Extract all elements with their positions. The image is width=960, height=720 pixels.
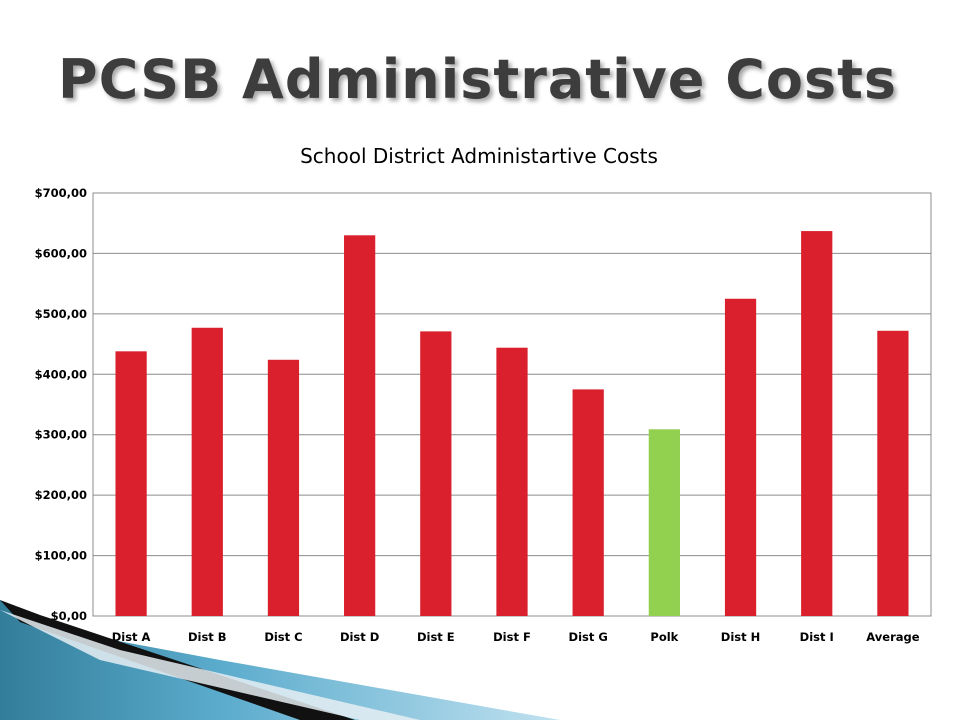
bar-dist-f [496,347,528,616]
chart-title: School District Administartive Costs [300,144,658,168]
x-category-label: Average [866,630,919,644]
y-tick-label: $400,00 [35,367,87,381]
slide-title: PCSB Administrative Costs [58,48,898,111]
bar-dist-i [801,231,833,616]
x-category-label: Dist D [340,630,379,644]
y-tick-label: $300,00 [35,428,87,442]
y-tick-label: $600,00 [35,246,87,260]
x-category-label: Dist A [112,630,151,644]
bar-dist-h [724,298,757,616]
y-tick-label: $500,00 [35,307,87,321]
x-category-label: Dist G [569,630,608,644]
y-tick-label: $100,00 [35,549,87,563]
x-category-label: Dist H [721,630,760,644]
x-axis-labels: Dist A Dist B Dist C Dist D Dist E Dist F Dist… [112,630,920,644]
x-category-label: Dist F [493,630,531,644]
bar-dist-a [115,351,147,616]
bar-average [877,330,909,616]
x-category-label: Dist B [188,630,227,644]
bar-dist-e [420,331,452,616]
bar-dist-b [191,327,223,616]
y-tick-label: $200,00 [35,488,87,502]
bar-dist-c [267,359,300,616]
bar-dist-g [572,389,604,616]
bar-dist-d [344,235,376,617]
y-axis-ticks: $0,00 $100,00 $200,00 $300,00 $400,00 $500,00… [35,186,87,623]
x-category-label: Dist E [417,630,455,644]
y-tick-label: $700,00 [35,186,87,200]
bar-polk [648,429,680,616]
x-category-label: Polk [650,630,678,644]
y-tick-label: $0,00 [51,609,87,623]
x-category-label: Dist I [800,630,834,644]
bars [115,231,909,617]
x-category-label: Dist C [264,630,302,644]
